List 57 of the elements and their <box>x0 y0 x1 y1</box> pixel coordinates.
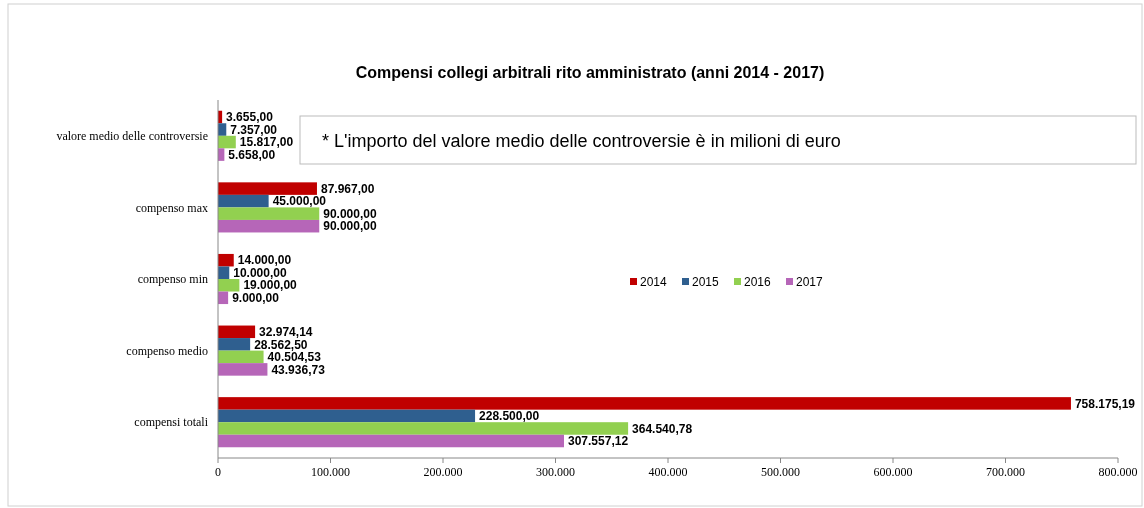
bar <box>218 363 268 376</box>
data-label: 90.000,00 <box>323 219 377 234</box>
y-tick-label: compenso medio <box>126 343 208 358</box>
bar <box>218 182 317 195</box>
data-label: 87.967,00 <box>320 181 375 196</box>
y-tick-label: valore medio delle controversie <box>56 129 208 143</box>
data-label: 7.357,00 <box>230 122 278 137</box>
legend-label: 2014 <box>640 275 668 290</box>
data-label: 43.936,73 <box>271 362 326 377</box>
bar <box>218 350 264 364</box>
x-tick-label: 800.000 <box>1098 465 1138 479</box>
bar <box>218 397 1071 410</box>
bar <box>218 434 564 448</box>
data-label: 3.655,00 <box>226 110 274 125</box>
data-label: 5.658,00 <box>228 147 276 162</box>
x-tick-label: 400.000 <box>648 465 688 479</box>
x-tick-label: 300.000 <box>536 465 575 479</box>
bar <box>218 422 629 435</box>
data-label: 307.557,12 <box>568 434 629 449</box>
data-label: 14.000,00 <box>237 253 292 268</box>
x-tick-label: 0 <box>215 465 221 479</box>
x-tick-label: 500.000 <box>761 465 800 479</box>
legend-label: 2016 <box>744 275 772 290</box>
data-label: 228.500,00 <box>479 409 540 424</box>
data-label: 90.000,00 <box>323 206 377 221</box>
bar <box>218 194 269 208</box>
data-label: 19.000,00 <box>243 278 298 293</box>
data-label: 10.000,00 <box>233 265 287 280</box>
bar <box>218 279 240 292</box>
data-label: 28.562,50 <box>254 337 308 352</box>
legend-label: 2015 <box>692 275 720 290</box>
bar <box>218 253 234 267</box>
bar <box>218 266 230 279</box>
bar <box>218 219 320 233</box>
data-label: 40.504,53 <box>267 350 322 365</box>
data-label: 758.175,19 <box>1074 396 1136 411</box>
bar <box>218 409 476 423</box>
y-tick-label: compensi totali <box>134 415 209 430</box>
bar <box>218 338 251 351</box>
data-label: 364.540,78 <box>632 421 693 436</box>
x-tick-label: 100.000 <box>311 465 350 479</box>
data-label: 9.000,00 <box>232 291 280 305</box>
note-box: * L'importo del valore medio delle controversie è in milioni di euro <box>299 115 1137 165</box>
y-tick-label: compenso max <box>135 200 208 215</box>
chart-title: Compensi collegi arbitrali rito amministrato (anni 2014 - 2017) <box>355 64 825 81</box>
y-tick-label: compenso min <box>137 272 208 287</box>
x-tick-label: 200.000 <box>423 465 463 479</box>
bar <box>218 325 256 339</box>
x-tick-label: 700.000 <box>986 465 1025 479</box>
data-label: 15.817,00 <box>239 135 294 150</box>
data-label: 45.000,00 <box>272 194 327 209</box>
legend-label: 2017 <box>796 275 824 290</box>
data-label: 32.974,14 <box>259 325 313 340</box>
x-tick-label: 600.000 <box>873 465 913 479</box>
bar <box>218 207 320 220</box>
annotation: * L'importo del valore medio delle controversie è in milioni di euro <box>322 131 841 152</box>
bar <box>218 135 236 149</box>
